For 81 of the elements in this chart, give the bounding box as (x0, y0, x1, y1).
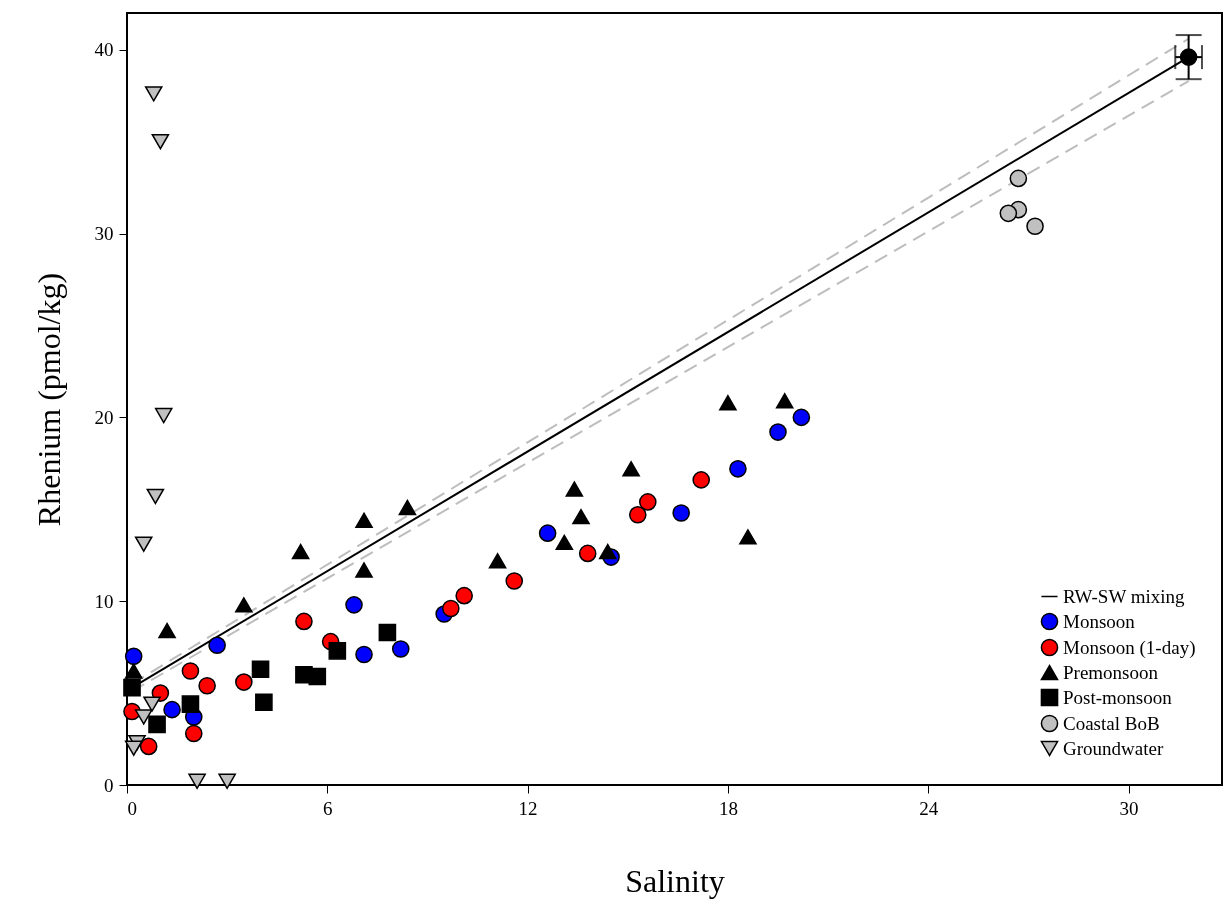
point (555, 534, 574, 551)
x-tick-label: 6 (323, 797, 333, 819)
point (729, 460, 747, 478)
point (455, 586, 473, 605)
y-tick-label: 0 (104, 774, 114, 796)
point (251, 660, 270, 679)
point (148, 715, 166, 734)
point (345, 596, 363, 614)
legend-label: RW-SW mixing (1063, 585, 1186, 607)
legend-label: Monsoon (1-day) (1063, 636, 1196, 659)
point (134, 709, 153, 725)
point (124, 663, 143, 679)
point (692, 471, 711, 489)
point (488, 553, 507, 569)
point (538, 524, 557, 542)
legend-label: Monsoon (1063, 610, 1136, 632)
point (672, 504, 690, 522)
point (235, 597, 253, 613)
point (638, 493, 657, 511)
point (181, 662, 200, 680)
point (391, 640, 410, 658)
point (355, 645, 373, 664)
point (208, 636, 226, 655)
point (1026, 217, 1044, 236)
legend-label: Premonsoon (1063, 661, 1159, 683)
point (123, 678, 141, 697)
point (622, 461, 640, 477)
point (792, 408, 811, 427)
point (628, 506, 647, 524)
x-tick-label: 24 (919, 797, 939, 819)
point (295, 612, 313, 631)
y-tick-label: 30 (94, 223, 114, 245)
point (328, 642, 347, 660)
point (139, 737, 158, 756)
point (146, 488, 165, 505)
point (308, 667, 327, 686)
legend-label: Groundwater (1063, 737, 1164, 759)
point (505, 572, 524, 590)
point (378, 623, 397, 642)
point (143, 696, 161, 712)
point (442, 599, 460, 618)
point (719, 394, 737, 411)
point (1009, 169, 1028, 188)
point (355, 512, 373, 529)
legend-label: Post-monsoon (1063, 686, 1173, 708)
point (769, 423, 787, 441)
point (398, 499, 417, 516)
point (572, 508, 590, 525)
y-tick-label: 20 (94, 406, 114, 428)
point (291, 543, 310, 560)
point (124, 740, 143, 756)
point (218, 773, 236, 790)
point (154, 407, 173, 424)
point (134, 536, 153, 552)
y-tick-label: 10 (94, 590, 114, 612)
legend-label: Coastal BoB (1063, 712, 1160, 734)
x-axis-title: Salinity (625, 862, 725, 899)
point (355, 562, 373, 578)
point (565, 481, 584, 497)
point (255, 693, 273, 712)
x-tick-label: 30 (1119, 797, 1139, 819)
point (144, 86, 163, 102)
point (158, 622, 176, 639)
point (775, 393, 794, 409)
point (999, 204, 1018, 223)
point (739, 529, 757, 545)
point (598, 543, 617, 560)
point (188, 773, 206, 790)
y-axis-title: Rhenium (pmol/kg) (30, 272, 67, 527)
point (181, 695, 200, 713)
point (163, 700, 181, 719)
point (124, 647, 143, 666)
point (198, 676, 216, 695)
point (578, 544, 597, 563)
point (151, 133, 170, 150)
y-tick-label: 40 (94, 39, 114, 61)
x-tick-label: 12 (518, 797, 538, 819)
x-tick-label: 18 (718, 797, 738, 819)
point (235, 673, 253, 691)
point (184, 724, 203, 743)
x-tick-label: 0 (127, 797, 137, 819)
